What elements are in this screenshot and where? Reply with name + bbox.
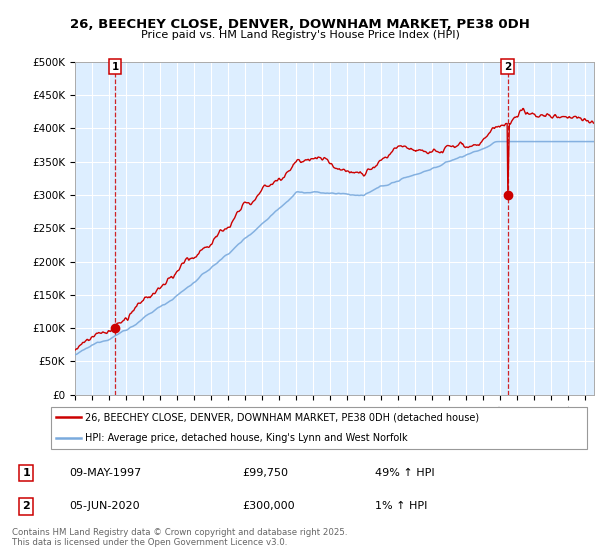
Text: £99,750: £99,750 xyxy=(242,468,289,478)
FancyBboxPatch shape xyxy=(51,407,587,449)
Text: 2: 2 xyxy=(504,62,511,72)
Text: 09-MAY-1997: 09-MAY-1997 xyxy=(70,468,142,478)
Text: 26, BEECHEY CLOSE, DENVER, DOWNHAM MARKET, PE38 0DH (detached house): 26, BEECHEY CLOSE, DENVER, DOWNHAM MARKE… xyxy=(85,412,479,422)
Text: Price paid vs. HM Land Registry's House Price Index (HPI): Price paid vs. HM Land Registry's House … xyxy=(140,30,460,40)
Text: Contains HM Land Registry data © Crown copyright and database right 2025.
This d: Contains HM Land Registry data © Crown c… xyxy=(12,528,347,547)
Text: HPI: Average price, detached house, King's Lynn and West Norfolk: HPI: Average price, detached house, King… xyxy=(85,433,407,444)
Text: £300,000: £300,000 xyxy=(242,501,295,511)
Text: 49% ↑ HPI: 49% ↑ HPI xyxy=(375,468,434,478)
Text: 1% ↑ HPI: 1% ↑ HPI xyxy=(375,501,427,511)
Text: 2: 2 xyxy=(23,501,30,511)
Text: 26, BEECHEY CLOSE, DENVER, DOWNHAM MARKET, PE38 0DH: 26, BEECHEY CLOSE, DENVER, DOWNHAM MARKE… xyxy=(70,18,530,31)
Text: 1: 1 xyxy=(23,468,30,478)
Text: 05-JUN-2020: 05-JUN-2020 xyxy=(70,501,140,511)
Text: 1: 1 xyxy=(112,62,119,72)
